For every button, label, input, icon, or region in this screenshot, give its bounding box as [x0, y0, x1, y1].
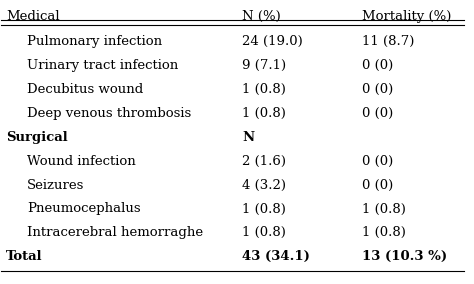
Text: Total: Total [6, 250, 43, 263]
Text: 0 (0): 0 (0) [362, 59, 393, 72]
Text: Medical: Medical [6, 10, 60, 23]
Text: 1 (0.8): 1 (0.8) [242, 226, 286, 239]
Text: 0 (0): 0 (0) [362, 155, 393, 168]
Text: Deep venous thrombosis: Deep venous thrombosis [27, 107, 191, 120]
Text: Pulmonary infection: Pulmonary infection [27, 35, 162, 48]
Text: 4 (3.2): 4 (3.2) [242, 179, 286, 192]
Text: Intracerebral hemorraghe: Intracerebral hemorraghe [27, 226, 203, 239]
Text: N: N [242, 131, 254, 144]
Text: N (%): N (%) [242, 10, 281, 23]
Text: Decubitus wound: Decubitus wound [27, 83, 143, 96]
Text: 2 (1.6): 2 (1.6) [242, 155, 286, 168]
Text: 0 (0): 0 (0) [362, 179, 393, 192]
Text: 24 (19.0): 24 (19.0) [242, 35, 303, 48]
Text: Surgical: Surgical [6, 131, 68, 144]
Text: 1 (0.8): 1 (0.8) [242, 202, 286, 216]
Text: 43 (34.1): 43 (34.1) [242, 250, 310, 263]
Text: 0 (0): 0 (0) [362, 83, 393, 96]
Text: 1 (0.8): 1 (0.8) [242, 107, 286, 120]
Text: 9 (7.1): 9 (7.1) [242, 59, 286, 72]
Text: 1 (0.8): 1 (0.8) [242, 83, 286, 96]
Text: Pneumocephalus: Pneumocephalus [27, 202, 140, 216]
Text: 0 (0): 0 (0) [362, 107, 393, 120]
Text: 11 (8.7): 11 (8.7) [362, 35, 415, 48]
Text: Urinary tract infection: Urinary tract infection [27, 59, 178, 72]
Text: Wound infection: Wound infection [27, 155, 136, 168]
Text: Seizures: Seizures [27, 179, 84, 192]
Text: 1 (0.8): 1 (0.8) [362, 226, 406, 239]
Text: 13 (10.3 %): 13 (10.3 %) [362, 250, 447, 263]
Text: Mortality (%): Mortality (%) [362, 10, 452, 23]
Text: 1 (0.8): 1 (0.8) [362, 202, 406, 216]
